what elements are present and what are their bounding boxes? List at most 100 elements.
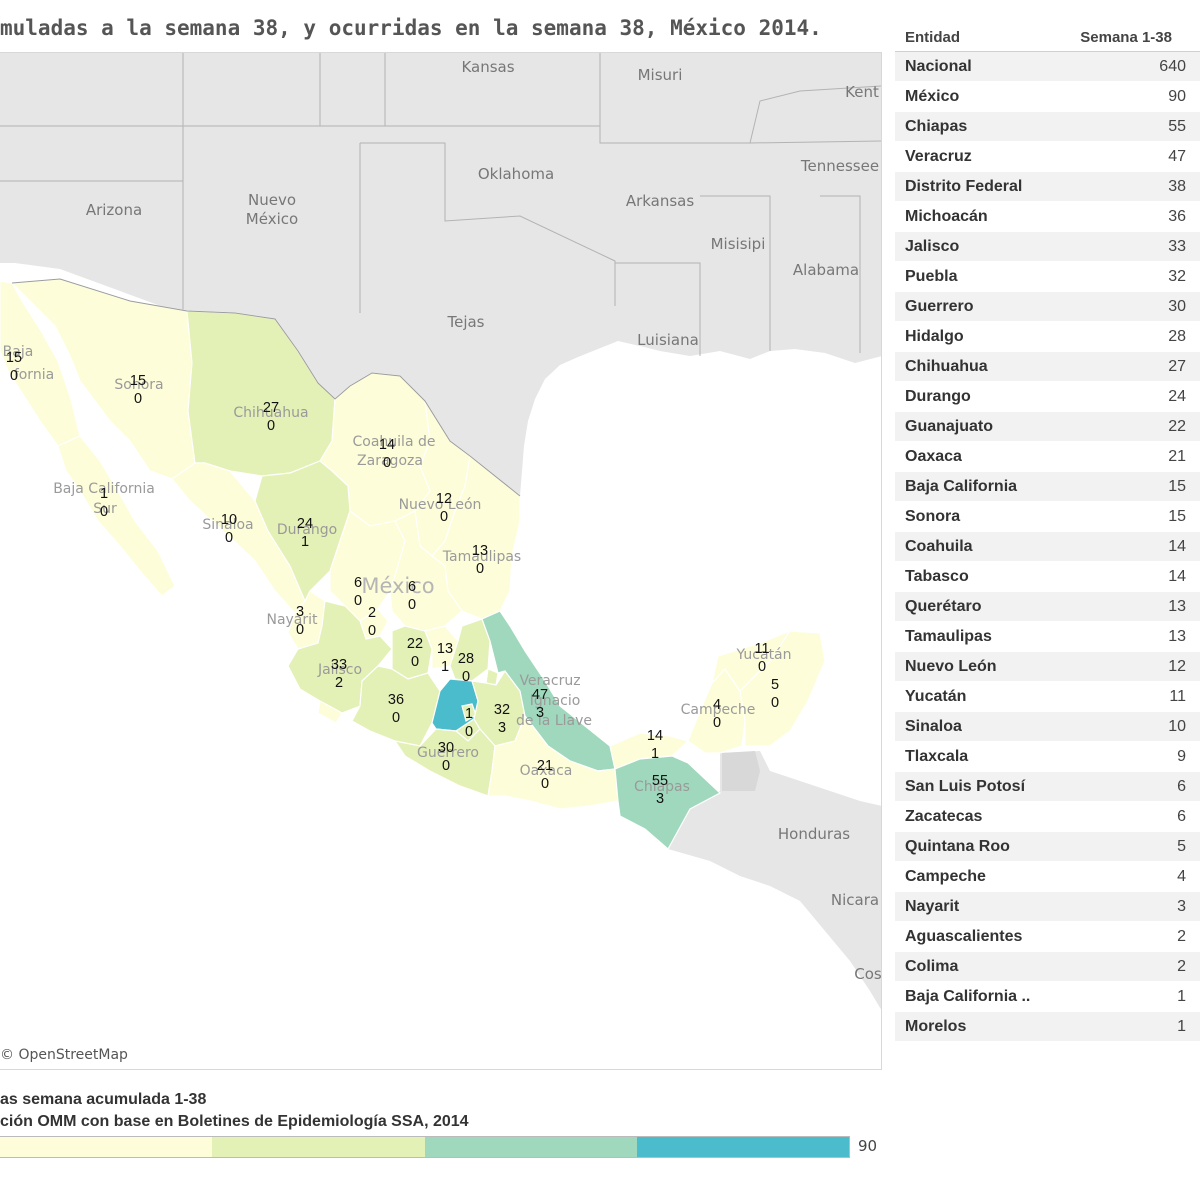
table-row[interactable]: Campeche 4 — [895, 862, 1200, 892]
count-label-sonora[interactable]: 150 — [130, 373, 146, 407]
table-row[interactable]: Guerrero 30 — [895, 292, 1200, 322]
row-value: 6 — [1177, 807, 1186, 825]
count-label-chiapas[interactable]: 553 — [652, 773, 668, 807]
region-label: Tennessee — [800, 157, 879, 175]
total-cases: 22 — [407, 636, 423, 652]
row-entity: Sinaloa — [905, 717, 962, 735]
count-label-aguascalientes[interactable]: 20 — [368, 605, 376, 639]
table-row[interactable]: Jalisco 33 — [895, 232, 1200, 262]
table-row[interactable]: Yucatán 11 — [895, 682, 1200, 712]
table-row[interactable]: Quintana Roo 5 — [895, 832, 1200, 862]
count-label-guerrero[interactable]: 300 — [438, 740, 454, 774]
row-value: 1 — [1177, 987, 1186, 1005]
table-row[interactable]: Tabasco 14 — [895, 562, 1200, 592]
count-label-tamaulipas[interactable]: 130 — [472, 543, 488, 577]
count-label-durango[interactable]: 241 — [297, 516, 313, 550]
week-cases: 0 — [408, 597, 416, 613]
count-label-san-luis-potos-[interactable]: 60 — [408, 579, 416, 613]
table-row[interactable]: Aguascalientes 2 — [895, 922, 1200, 952]
table-row[interactable]: Guanajuato 22 — [895, 412, 1200, 442]
table-row[interactable]: México 90 — [895, 82, 1200, 112]
state-name-label: Chihuahua — [233, 405, 308, 421]
table-row[interactable]: Hidalgo 28 — [895, 322, 1200, 352]
state-chiapas[interactable] — [614, 755, 722, 850]
count-label-guanajuato[interactable]: 220 — [407, 636, 423, 670]
table-row[interactable]: Nuevo León 12 — [895, 652, 1200, 682]
us-state-borders — [0, 53, 881, 356]
map-view[interactable]: Kansas Misuri Kent Oklahoma Tennessee Arizona… — [0, 52, 882, 1070]
state-colima[interactable] — [317, 700, 343, 724]
table-row[interactable]: Coahuila 14 — [895, 532, 1200, 562]
count-label-coahuila[interactable]: 140 — [379, 437, 395, 471]
region-label: Kansas — [461, 58, 514, 76]
count-label-oaxaca[interactable]: 210 — [537, 758, 553, 792]
table-row[interactable]: Zacatecas 6 — [895, 802, 1200, 832]
row-value: 15 — [1168, 507, 1186, 525]
count-label-sinaloa[interactable]: 100 — [221, 512, 237, 546]
count-label-nuevo-le-n[interactable]: 120 — [436, 491, 452, 525]
table-row[interactable]: Chiapas 55 — [895, 112, 1200, 142]
table-row[interactable]: Tlaxcala 9 — [895, 742, 1200, 772]
count-label-veracruz[interactable]: 473 — [532, 687, 548, 721]
table-row[interactable]: Nacional 640 — [895, 52, 1200, 82]
count-label-chihuahua[interactable]: 270 — [263, 400, 279, 434]
table-row[interactable]: Sonora 15 — [895, 502, 1200, 532]
count-label-jalisco[interactable]: 332 — [331, 657, 347, 691]
table-row[interactable]: Querétaro 13 — [895, 592, 1200, 622]
state-name-label: Jalisco — [317, 662, 362, 678]
total-cases: 4 — [713, 697, 721, 713]
header-week-range[interactable]: Semana 1-38 — [1080, 29, 1172, 46]
count-label-zacatecas[interactable]: 60 — [354, 575, 362, 609]
row-entity: Oaxaca — [905, 447, 962, 465]
table-row[interactable]: Baja California 15 — [895, 472, 1200, 502]
count-label-yucat-n[interactable]: 110 — [754, 641, 769, 675]
osm-attribution[interactable]: © OpenStreetMap — [0, 1047, 128, 1063]
map-canvas[interactable]: Kansas Misuri Kent Oklahoma Tennessee Arizona… — [0, 53, 882, 1070]
count-label-campeche[interactable]: 40 — [713, 697, 721, 731]
table-row[interactable]: Chihuahua 27 — [895, 352, 1200, 382]
count-label-quintana-roo[interactable]: 50 — [771, 677, 779, 711]
table-row[interactable]: Baja California .. 1 — [895, 982, 1200, 1012]
region-label: Kent — [845, 83, 879, 101]
table-row[interactable]: Tamaulipas 13 — [895, 622, 1200, 652]
state-quintana-roo[interactable] — [739, 630, 826, 747]
count-label-baja-california[interactable]: 150 — [6, 350, 22, 384]
table-row[interactable]: Colima 2 — [895, 952, 1200, 982]
state-tlaxcala[interactable] — [485, 668, 499, 686]
row-value: 2 — [1177, 957, 1186, 975]
row-value: 3 — [1177, 897, 1186, 915]
legend-swatch — [636, 1137, 849, 1157]
row-value: 4 — [1177, 867, 1186, 885]
table-row[interactable]: San Luis Potosí 6 — [895, 772, 1200, 802]
table-row[interactable]: Durango 24 — [895, 382, 1200, 412]
state-name-label: Tamaulipas — [442, 549, 521, 565]
week-cases: 2 — [335, 675, 343, 691]
count-label-quer-taro[interactable]: 131 — [437, 641, 453, 675]
state-count-labels: 150 1502701401012010024113060603020220131… — [6, 350, 779, 807]
table-row[interactable]: Morelos 1 — [895, 1012, 1200, 1042]
total-cases: 6 — [408, 579, 416, 595]
table-row[interactable]: Sinaloa 10 — [895, 712, 1200, 742]
count-label-distrito-federal[interactable]: 10 — [465, 706, 473, 740]
table-row[interactable]: Puebla 32 — [895, 262, 1200, 292]
table-row[interactable]: Nayarit 3 — [895, 892, 1200, 922]
count-label-michoac-n[interactable]: 360 — [388, 692, 404, 726]
row-value: 12 — [1168, 657, 1186, 675]
count-label-tabasco[interactable]: 141 — [647, 728, 663, 762]
header-entity[interactable]: Entidad — [905, 29, 960, 46]
week-cases: 0 — [541, 776, 549, 792]
state-baja-california-sur[interactable] — [57, 435, 176, 597]
total-cases: 36 — [388, 692, 404, 708]
table-row[interactable]: Veracruz 47 — [895, 142, 1200, 172]
region-label: Arizona — [86, 201, 142, 219]
table-row[interactable]: Distrito Federal 38 — [895, 172, 1200, 202]
row-entity: Puebla — [905, 267, 958, 285]
table-row[interactable]: Oaxaca 21 — [895, 442, 1200, 472]
count-label-baja-california-sur[interactable]: 10 — [100, 486, 108, 520]
count-label-nayarit[interactable]: 30 — [296, 604, 304, 638]
table-row[interactable]: Michoacán 36 — [895, 202, 1200, 232]
row-value: 90 — [1168, 87, 1186, 105]
count-label-hidalgo[interactable]: 280 — [458, 651, 474, 685]
row-value: 6 — [1177, 777, 1186, 795]
count-label-puebla[interactable]: 323 — [494, 702, 510, 736]
